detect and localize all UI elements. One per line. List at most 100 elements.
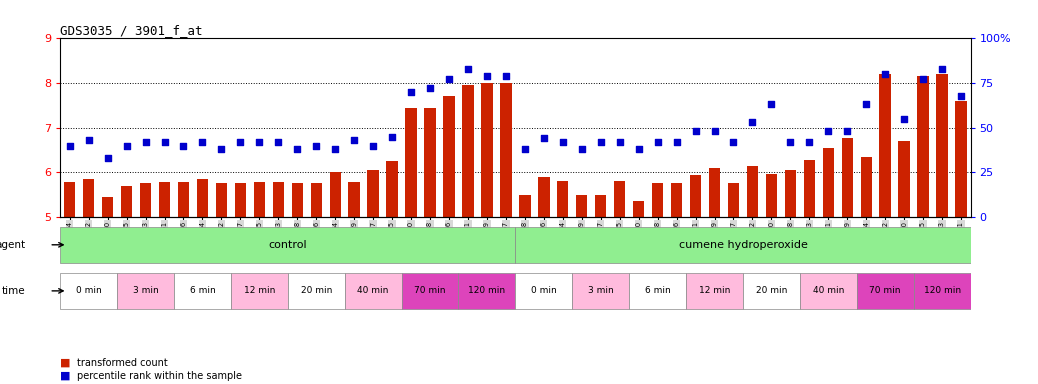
Point [61,142,78,149]
Bar [174,273,230,309]
Point [213,146,229,152]
Bar [633,201,645,217]
Point [593,139,609,145]
Bar [349,182,360,217]
Point [270,139,286,145]
Bar [800,273,856,309]
Point [934,66,951,72]
Bar [292,182,303,217]
Point [441,76,458,83]
Bar [425,108,436,217]
Bar [60,227,515,263]
Bar [671,182,682,217]
Bar [516,273,572,309]
Bar [64,182,76,217]
Bar [595,195,606,217]
Text: 40 min: 40 min [357,286,389,295]
Text: control: control [269,240,307,250]
Bar [879,74,891,217]
Bar [803,160,815,217]
Bar [728,182,739,217]
Bar [842,138,853,217]
Point [858,101,875,108]
Point [668,139,685,145]
Point [251,139,268,145]
Text: 6 min: 6 min [190,286,215,295]
Bar [500,83,512,217]
Point [460,66,476,72]
Point [820,128,837,134]
Bar [197,179,209,217]
Bar [253,182,265,217]
Point [914,76,931,83]
Bar [310,182,322,217]
Bar [83,179,94,217]
Text: 12 min: 12 min [699,286,730,295]
Point [403,89,419,95]
Point [896,116,912,122]
Point [630,146,647,152]
Bar [273,182,284,217]
Text: transformed count: transformed count [77,358,167,368]
Point [100,155,116,161]
Bar [60,273,117,309]
Bar [822,148,834,217]
Bar [367,170,379,217]
Text: 120 min: 120 min [924,286,960,295]
Point [839,128,855,134]
Point [364,142,381,149]
Point [706,128,722,134]
Point [573,146,590,152]
Point [517,146,534,152]
Bar [576,195,588,217]
Bar [686,273,743,309]
Bar [443,96,455,217]
Text: 6 min: 6 min [645,286,671,295]
Bar [899,141,910,217]
Bar [459,273,515,309]
Bar [516,227,971,263]
Bar [936,74,948,217]
Bar [709,168,720,217]
Point [554,139,571,145]
Point [80,137,97,143]
Text: 120 min: 120 min [468,286,506,295]
Bar [746,166,758,217]
Point [611,139,628,145]
Text: 70 min: 70 min [414,286,445,295]
Point [744,119,761,126]
Bar [177,182,189,217]
Text: 3 min: 3 min [133,286,159,295]
Bar [329,172,340,217]
Bar [402,273,459,309]
Point [308,142,325,149]
Bar [345,273,402,309]
Text: 12 min: 12 min [244,286,275,295]
Point [650,139,666,145]
Bar [766,174,777,217]
Bar [117,273,174,309]
Point [877,71,894,77]
Point [479,73,495,79]
Point [782,139,798,145]
Bar [538,177,549,217]
Bar [861,157,872,217]
Point [687,128,704,134]
Bar [572,273,629,309]
Text: 20 min: 20 min [756,286,787,295]
Point [421,85,438,91]
Point [384,134,401,140]
Text: cumene hydroperoxide: cumene hydroperoxide [679,240,808,250]
Text: 0 min: 0 min [76,286,102,295]
Point [497,73,514,79]
Bar [102,197,113,217]
Bar [918,76,929,217]
Point [726,139,742,145]
Text: ■: ■ [60,358,74,368]
Bar [690,175,702,217]
Point [194,139,211,145]
Bar [785,170,796,217]
Point [346,137,362,143]
Point [953,93,969,99]
Bar [743,273,800,309]
